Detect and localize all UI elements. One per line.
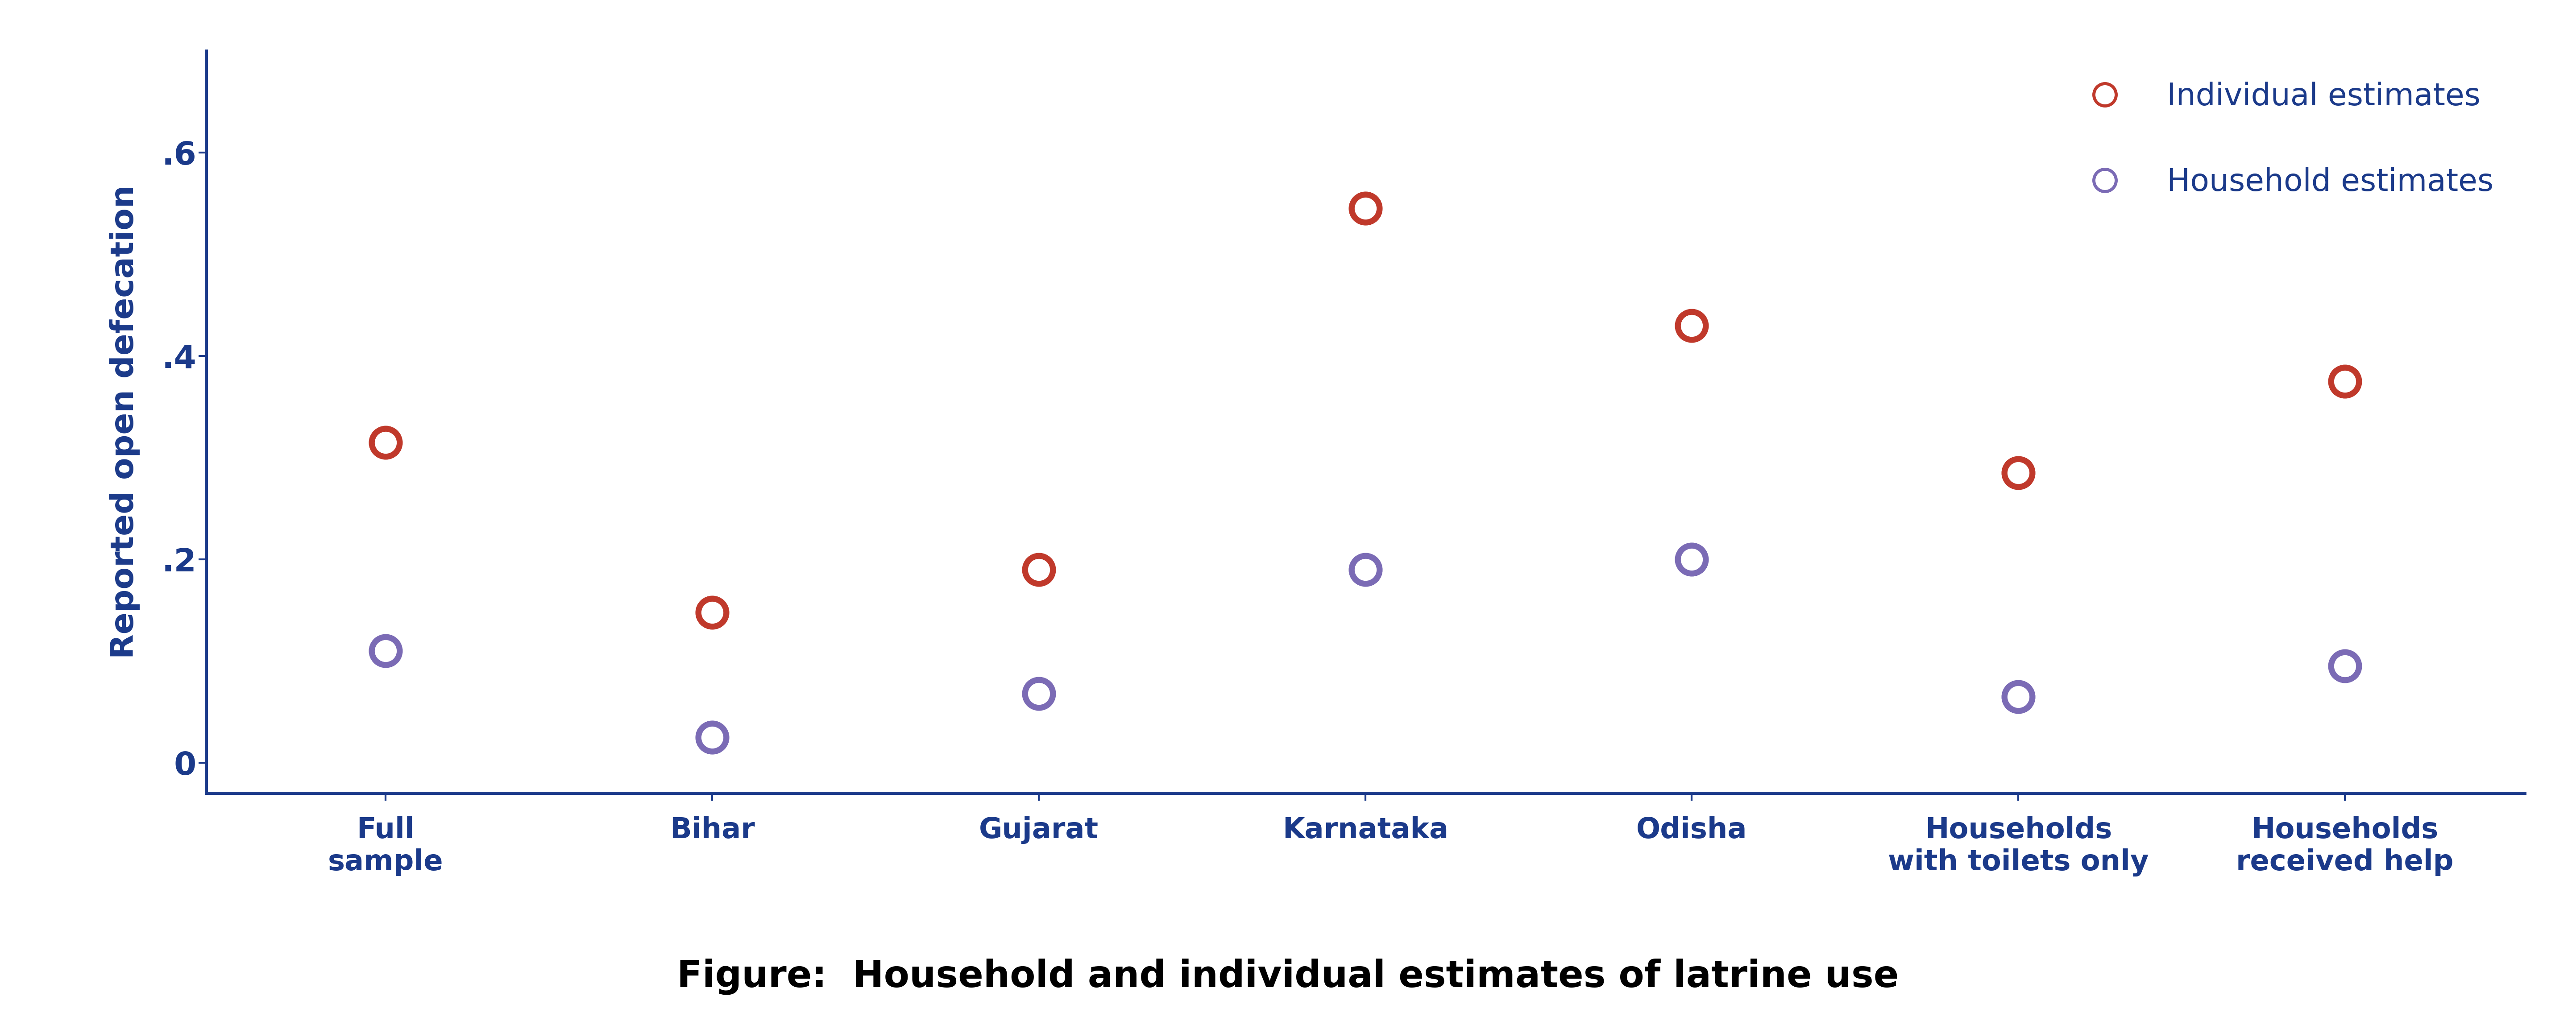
Point [2324,373,2365,390]
Point [1345,200,1386,217]
Text: Figure:  Household and individual estimates of latrine use: Figure: Household and individual estimat… [677,958,1899,995]
Point [1999,465,2040,481]
Point [1672,551,1713,567]
Point [1018,561,1059,578]
Point [1999,465,2040,481]
Y-axis label: Reported open defecation: Reported open defecation [108,185,139,659]
Point [366,643,407,659]
Point [1999,689,2040,705]
Point [1672,317,1713,334]
Point [1672,551,1713,567]
Point [2324,373,2365,390]
Point [690,729,732,745]
Point [1018,685,1059,702]
Point [1345,561,1386,578]
Point [1672,317,1713,334]
Point [366,643,407,659]
Point [690,604,732,620]
Point [366,434,407,451]
Point [1345,200,1386,217]
Point [2324,658,2365,674]
Point [690,604,732,620]
Point [1345,561,1386,578]
Point [1018,561,1059,578]
Point [1999,689,2040,705]
Point [2324,658,2365,674]
Point [1018,685,1059,702]
Legend: Individual estimates, Household estimates: Individual estimates, Household estimate… [2058,66,2509,213]
Point [366,434,407,451]
Point [690,729,732,745]
